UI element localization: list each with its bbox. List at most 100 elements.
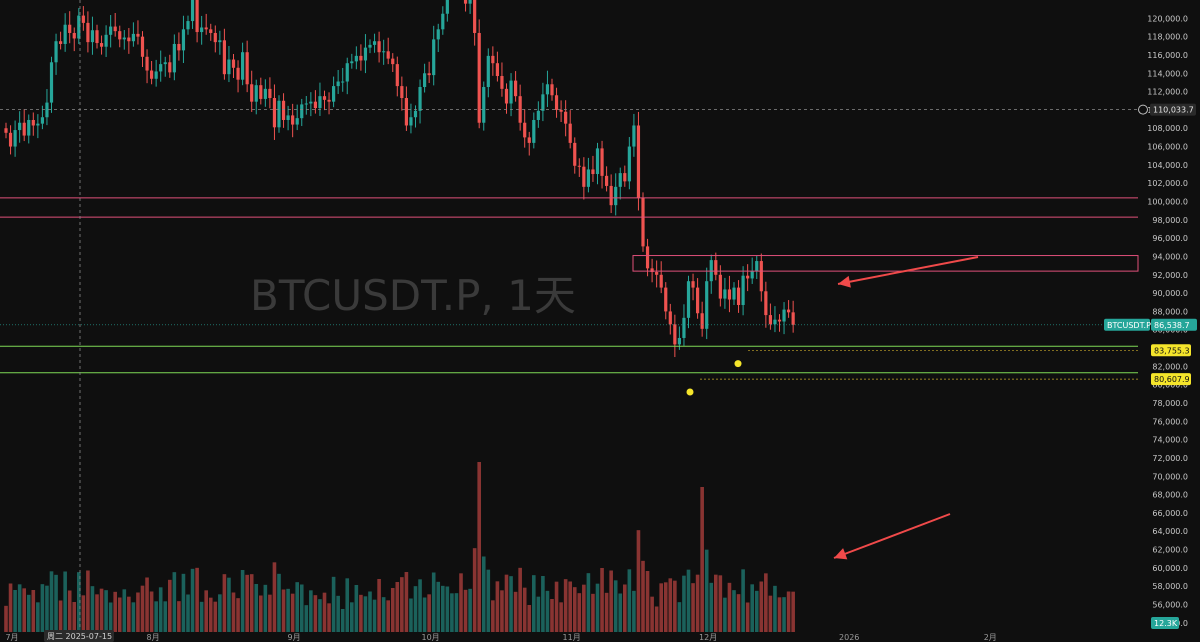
volume-bar: [49, 571, 54, 632]
volume-bar: [95, 594, 99, 632]
candle-body: [468, 0, 472, 4]
date-tick-label: 9月: [288, 633, 301, 642]
marker-label-a-bg: [1151, 344, 1191, 357]
price-tick-label: 98,000.0: [1152, 216, 1188, 225]
candle-body: [554, 95, 559, 110]
candle-body: [477, 32, 481, 123]
volume-bar: [122, 589, 127, 632]
candle-body: [95, 30, 99, 44]
volume-bar: [131, 602, 136, 632]
candle-body: [272, 98, 277, 128]
candle-body: [550, 84, 554, 96]
candle-body: [268, 88, 272, 99]
candle-body: [746, 275, 750, 279]
resistance-box: [632, 255, 1139, 272]
candle-body: [131, 33, 135, 42]
candle-body: [304, 103, 308, 105]
volume-bar: [295, 582, 299, 632]
volume-bar: [31, 590, 36, 632]
volume-bar: [773, 585, 777, 632]
candle-body: [332, 86, 336, 102]
candle-body: [432, 39, 436, 76]
crosshair-date-tag: 周二 2025-07-15: [47, 632, 112, 641]
candle-body: [295, 118, 299, 125]
date-axis: 7月 8月 9月 10月 11月 12月 2026 2月: [5, 633, 996, 642]
crosshair-plus-icon: [1138, 104, 1148, 115]
candle-body: [359, 55, 363, 61]
volume-bar: [532, 575, 536, 632]
volume-bar: [286, 588, 290, 632]
candle-body: [705, 281, 709, 329]
price-tick-label: 116,000.0: [1147, 51, 1188, 60]
candle-body: [68, 24, 72, 33]
candle-body: [231, 59, 236, 68]
candle-body: [31, 119, 35, 126]
volume-bar: [322, 592, 327, 632]
volume-bar: [304, 605, 309, 632]
volume-bar: [418, 579, 422, 632]
volume-bar: [154, 601, 158, 632]
volume-bar: [754, 590, 759, 632]
candle-body: [354, 55, 358, 62]
marker-label-b: 80,607.9: [1154, 375, 1190, 384]
volume-bar: [199, 601, 204, 632]
volume-bar: [677, 602, 682, 632]
volume-bar: [177, 601, 181, 632]
candle-body: [696, 287, 700, 314]
volume-bar: [268, 594, 272, 632]
volume-bar: [668, 578, 673, 632]
candle-body: [372, 41, 377, 45]
volume-bar: [654, 606, 659, 632]
volume-bar: [8, 583, 13, 632]
volume-bar: [541, 576, 545, 632]
price-tick-label: 92,000.0: [1152, 271, 1188, 280]
candle-body: [718, 274, 722, 299]
candle-body: [723, 289, 727, 299]
volume-bar: [750, 584, 754, 632]
candle-body: [659, 274, 663, 288]
candle-body: [536, 110, 540, 120]
volume-bar: [227, 577, 231, 632]
price-axis: 54,000.056,000.058,000.060,000.062,000.0…: [1147, 14, 1188, 628]
volume-bar: [613, 580, 618, 632]
volume-bar: [636, 530, 641, 632]
volume-bar: [81, 595, 86, 632]
volume-bar: [327, 603, 331, 632]
candle-body: [395, 64, 399, 87]
price-tick-label: 102,000.0: [1147, 179, 1188, 188]
volume-bar: [518, 567, 522, 632]
volume-bar: [290, 593, 295, 632]
volume-bar: [468, 588, 472, 632]
candle-body: [764, 291, 768, 316]
volume-bar: [545, 590, 550, 632]
candle-body: [714, 260, 718, 275]
candle-body: [318, 96, 322, 109]
volume-bar: [436, 581, 441, 632]
price-tick-label: 104,000.0: [1147, 161, 1188, 170]
volume-bar: [714, 574, 718, 632]
volume-bar: [204, 590, 208, 632]
candle-body: [482, 87, 486, 123]
volume-bar: [336, 595, 340, 632]
volume-arrow-head: [834, 548, 848, 560]
volume-bar: [422, 597, 427, 632]
candle-body: [473, 0, 477, 33]
candle-body: [277, 100, 281, 128]
candle-body: [655, 272, 659, 275]
volume-bar: [254, 584, 259, 632]
candle-body: [400, 86, 404, 99]
marker-dot: [734, 360, 742, 368]
price-tick-label: 66,000.0: [1152, 509, 1188, 518]
volume-bar: [768, 595, 773, 632]
volume-bar: [586, 573, 591, 632]
volume-bar: [450, 593, 454, 632]
crosshair-price-tag: 110,033.7: [1153, 106, 1194, 115]
volume-bar: [791, 591, 795, 632]
candle-body: [623, 173, 627, 182]
date-tick-label: 11月: [563, 633, 581, 642]
candle-body: [736, 287, 741, 306]
volume-bar: [145, 577, 149, 632]
volume-arrow: [833, 513, 951, 559]
price-tick-label: 74,000.0: [1152, 436, 1188, 445]
